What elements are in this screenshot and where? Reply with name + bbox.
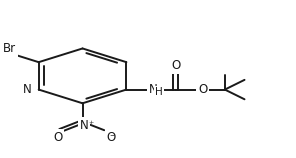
Text: Br: Br: [3, 42, 16, 55]
Text: H: H: [155, 87, 163, 97]
Text: N: N: [80, 119, 89, 132]
Text: $^-$: $^-$: [107, 131, 115, 140]
Text: $^+$: $^+$: [87, 119, 95, 128]
Text: N: N: [149, 83, 158, 96]
Text: O: O: [171, 59, 180, 72]
Text: O: O: [53, 131, 62, 144]
Text: O: O: [198, 83, 207, 96]
Text: N: N: [23, 83, 31, 96]
Text: O: O: [107, 131, 116, 144]
